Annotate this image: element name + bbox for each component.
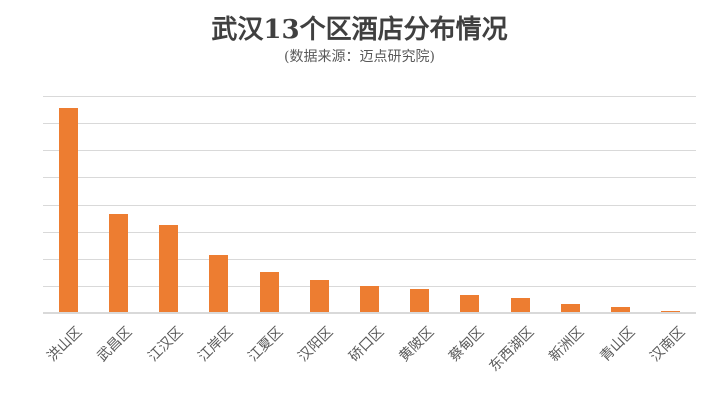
x-label-1: 洪山区 [44,324,86,366]
bar-1 [58,108,78,313]
x-label-7: 硚口区 [345,324,387,366]
bar-3 [159,225,179,313]
gridline-500 [43,177,696,179]
x-label-5: 江夏区 [245,324,287,366]
x-label-13: 汉南区 [647,324,689,366]
x-label-8: 黄陂区 [396,324,438,366]
bar-2 [108,214,128,313]
bar-6 [309,279,329,313]
bar-11 [560,304,580,313]
x-label-3: 江汉区 [144,324,186,366]
bar-10 [510,298,530,313]
x-label-6: 汉阳区 [295,324,337,366]
plot-area [43,96,696,314]
gridline-200 [43,258,696,260]
bar-12 [611,306,631,313]
bar-9 [460,295,480,313]
bar-4 [209,254,229,313]
bar-7 [360,286,379,313]
gridline-800 [43,96,696,97]
gridline-300 [43,231,696,233]
x-label-4: 江岸区 [195,324,237,366]
bar-8 [410,288,430,313]
chart-title: 武汉13个区酒店分布情况 [211,15,508,45]
chart-subtitle: (数据来源：迈点研究院) [284,49,435,65]
gridline-600 [43,150,696,152]
x-label-2: 武昌区 [94,324,136,366]
x-axis-line [43,312,696,314]
bar-5 [259,271,279,313]
gridline-700 [43,123,696,125]
gridline-400 [43,204,696,206]
x-label-10: 东西湖区 [486,324,538,375]
gridline-100 [43,285,696,287]
x-label-11: 新洲区 [546,324,588,366]
x-label-12: 青山区 [596,324,638,366]
x-label-9: 蔡甸区 [446,324,488,366]
